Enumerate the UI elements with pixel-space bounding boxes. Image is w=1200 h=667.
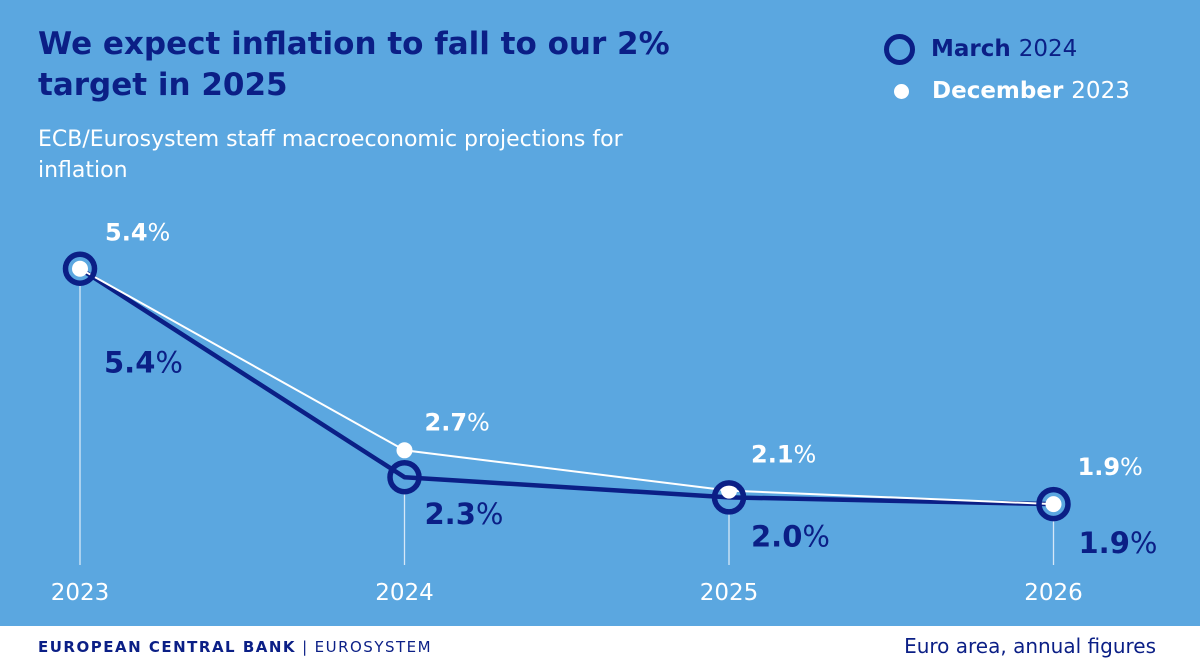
march-2024-value-label-2023: 5.4% [104,346,183,380]
december-2023-value-label-2023: 5.4% [105,219,170,247]
december-2023-value-label-2024: 2.7% [425,408,490,436]
x-tick-label-2026: 2026 [1024,580,1083,606]
footer-note: Euro area, annual figures [904,634,1156,658]
december-2023-point-2025 [721,482,737,499]
legend-label-year: 2023 [1071,78,1130,104]
series-line-december-2023 [79,267,1054,506]
legend-label-bold: March [931,36,1011,62]
december-2023-point-2023 [72,260,88,277]
march-2024-point-2024 [387,459,422,495]
series-line-march-2024 [78,266,1054,507]
december-2023-value-label-2026: 1.9% [1078,453,1143,481]
december-2023-point-2026 [1045,496,1062,513]
december-2023-value-label-2025: 2.1% [751,441,816,469]
ecb-wordmark: EUROPEAN CENTRAL BANK [38,638,297,656]
march-2024-point-2025 [711,480,747,515]
legend-label-year: 2024 [1018,36,1078,62]
dot-marker-icon [894,83,909,99]
ring-marker-icon [884,33,915,65]
march-2024-point-2026 [1036,486,1071,522]
x-tick-label-2024: 2024 [375,580,434,606]
line-chart: 2023 2024 2025 2026 5.4% 2.7% 2.1% 1.9% 5.4% 2.3%… [51,219,1158,606]
legend-item-march-2024: March 2024 [884,33,1078,65]
chart-panel [0,0,1200,626]
x-tick-label-2023: 2023 [51,580,110,606]
march-2024-value-label-2026: 1.9% [1079,526,1158,560]
march-2024-value-label-2024: 2.3% [425,497,504,531]
x-tick-label-2025: 2025 [700,580,759,606]
march-2024-value-label-2025: 2.0% [751,519,830,553]
chart-subtitle: ECB/Eurosystem staff macroeconomic proje… [38,127,623,183]
legend-item-december-2023: December 2023 [884,76,1130,106]
december-2023-point-2024 [396,442,413,459]
chart-title: We expect inflation to fall to our 2% ta… [38,26,670,103]
legend-label-bold: December [932,78,1064,104]
eurosystem-wordmark: EUROSYSTEM [314,638,433,656]
footer-separator: | [302,638,309,656]
march-2024-point-2023 [62,251,98,286]
footer-institution: EUROPEAN CENTRAL BANK | EUROSYSTEM [38,638,432,656]
